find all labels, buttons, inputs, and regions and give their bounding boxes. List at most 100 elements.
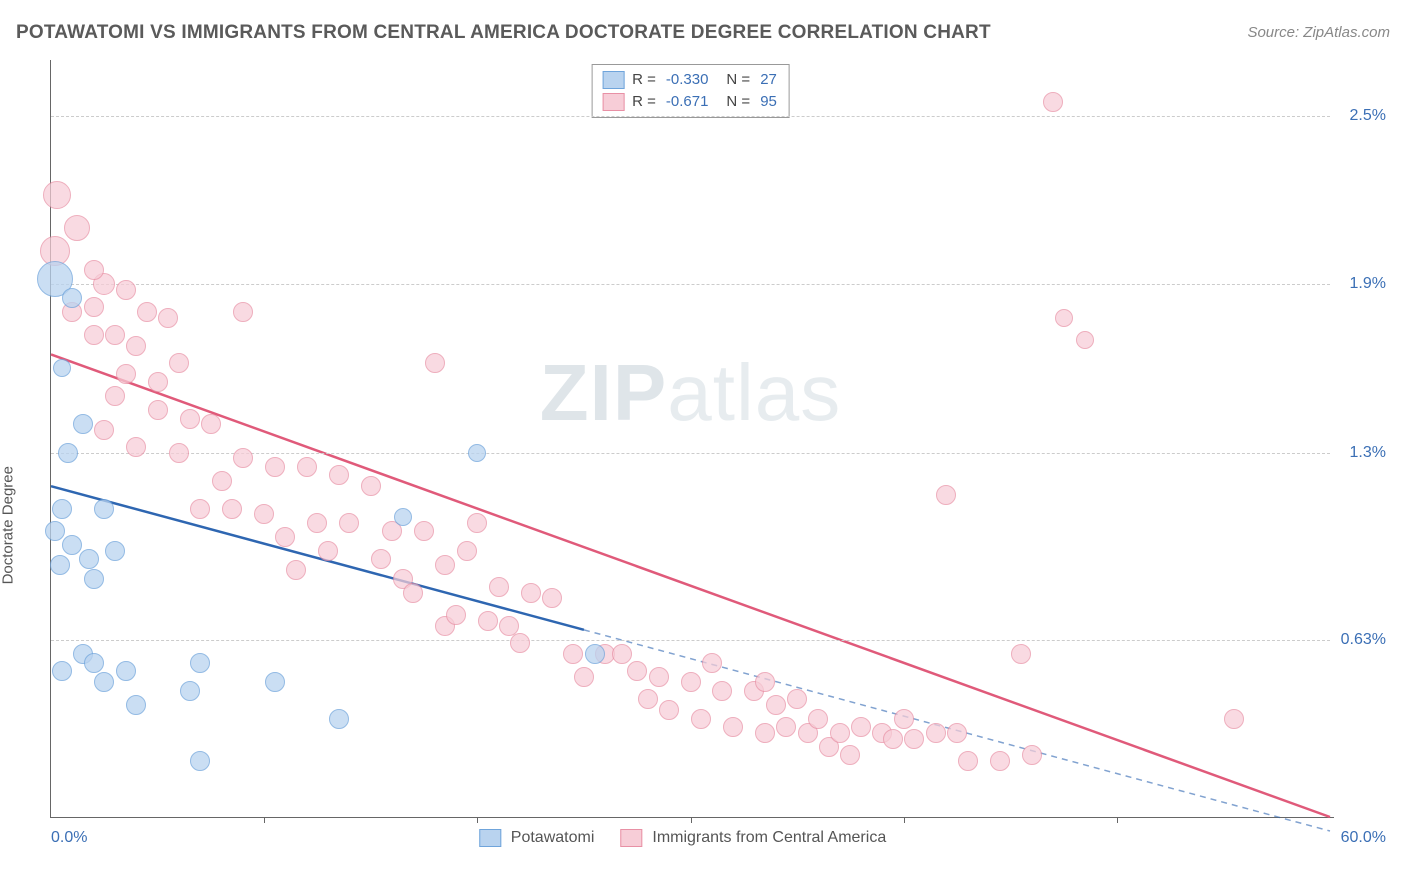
scatter-point <box>691 709 711 729</box>
scatter-point <box>574 667 594 687</box>
scatter-point <box>936 485 956 505</box>
scatter-point <box>510 633 530 653</box>
scatter-point <box>787 689 807 709</box>
plot-area: ZIPatlas R =-0.330N =27R =-0.671N =95 0.… <box>50 60 1330 818</box>
scatter-point <box>275 527 295 547</box>
scatter-point <box>776 717 796 737</box>
scatter-point <box>329 465 349 485</box>
scatter-point <box>478 611 498 631</box>
scatter-point <box>403 583 423 603</box>
legend-r-label: R = <box>632 69 656 91</box>
legend-series-label: Potawatomi <box>511 829 595 847</box>
scatter-point <box>446 605 466 625</box>
scatter-point <box>148 372 168 392</box>
x-axis-max-label: 60.0% <box>1341 829 1386 847</box>
x-tick <box>1117 817 1118 823</box>
scatter-point <box>254 504 274 524</box>
scatter-point <box>1011 644 1031 664</box>
scatter-point <box>50 555 70 575</box>
chart-container: Doctorate Degree ZIPatlas R =-0.330N =27… <box>16 60 1390 872</box>
scatter-point <box>851 717 871 737</box>
scatter-point <box>894 709 914 729</box>
y-tick-label: 2.5% <box>1350 107 1386 125</box>
x-axis-min-label: 0.0% <box>51 829 87 847</box>
scatter-point <box>233 448 253 468</box>
scatter-point <box>64 215 90 241</box>
scatter-point <box>414 521 434 541</box>
scatter-point <box>1022 745 1042 765</box>
scatter-point <box>84 653 104 673</box>
scatter-point <box>329 709 349 729</box>
scatter-point <box>425 353 445 373</box>
legend-r-value: -0.671 <box>666 91 709 113</box>
scatter-point <box>94 672 114 692</box>
scatter-point <box>361 476 381 496</box>
scatter-point <box>105 386 125 406</box>
scatter-point <box>94 420 114 440</box>
scatter-point <box>521 583 541 603</box>
scatter-point <box>62 535 82 555</box>
scatter-point <box>84 325 104 345</box>
scatter-point <box>105 325 125 345</box>
scatter-point <box>105 541 125 561</box>
legend-n-label: N = <box>726 69 750 91</box>
legend-row: R =-0.671N =95 <box>602 91 777 113</box>
scatter-point <box>52 661 72 681</box>
scatter-point <box>467 513 487 533</box>
scatter-point <box>73 414 93 434</box>
scatter-point <box>766 695 786 715</box>
scatter-point <box>53 359 71 377</box>
scatter-point <box>638 689 658 709</box>
scatter-point <box>307 513 327 533</box>
y-tick-label: 0.63% <box>1341 631 1386 649</box>
scatter-point <box>958 751 978 771</box>
scatter-point <box>435 555 455 575</box>
scatter-point <box>84 297 104 317</box>
scatter-point <box>126 336 146 356</box>
scatter-point <box>830 723 850 743</box>
scatter-point <box>339 513 359 533</box>
scatter-point <box>52 499 72 519</box>
scatter-point <box>883 729 903 749</box>
y-axis-title: Doctorate Degree <box>0 466 17 584</box>
scatter-point <box>840 745 860 765</box>
chart-header: POTAWATOMI VS IMMIGRANTS FROM CENTRAL AM… <box>16 22 1390 52</box>
legend-swatch <box>602 93 624 111</box>
scatter-point <box>659 700 679 720</box>
scatter-point <box>180 409 200 429</box>
chart-title: POTAWATOMI VS IMMIGRANTS FROM CENTRAL AM… <box>16 22 991 43</box>
watermark-part1: ZIP <box>540 348 667 437</box>
scatter-point <box>62 288 82 308</box>
scatter-point <box>190 499 210 519</box>
legend-swatch <box>602 71 624 89</box>
series-legend: PotawatomiImmigrants from Central Americ… <box>479 829 902 847</box>
y-tick-label: 1.3% <box>1350 444 1386 462</box>
scatter-point <box>1055 309 1073 327</box>
scatter-point <box>371 549 391 569</box>
scatter-point <box>990 751 1010 771</box>
scatter-point <box>297 457 317 477</box>
scatter-point <box>947 723 967 743</box>
y-tick-label: 1.9% <box>1350 275 1386 293</box>
legend-n-value: 27 <box>760 69 777 91</box>
scatter-point <box>808 709 828 729</box>
scatter-point <box>585 644 605 664</box>
scatter-point <box>79 549 99 569</box>
watermark: ZIPatlas <box>540 347 841 439</box>
watermark-part2: atlas <box>667 348 841 437</box>
scatter-point <box>43 181 71 209</box>
scatter-point <box>499 616 519 636</box>
scatter-point <box>1076 331 1094 349</box>
scatter-point <box>58 443 78 463</box>
scatter-point <box>233 302 253 322</box>
scatter-point <box>755 672 775 692</box>
scatter-point <box>712 681 732 701</box>
gridline <box>51 640 1330 641</box>
scatter-point <box>265 672 285 692</box>
legend-r-label: R = <box>632 91 656 113</box>
legend-swatch <box>479 829 501 847</box>
scatter-point <box>681 672 701 692</box>
scatter-point <box>542 588 562 608</box>
scatter-point <box>45 521 65 541</box>
scatter-point <box>1224 709 1244 729</box>
